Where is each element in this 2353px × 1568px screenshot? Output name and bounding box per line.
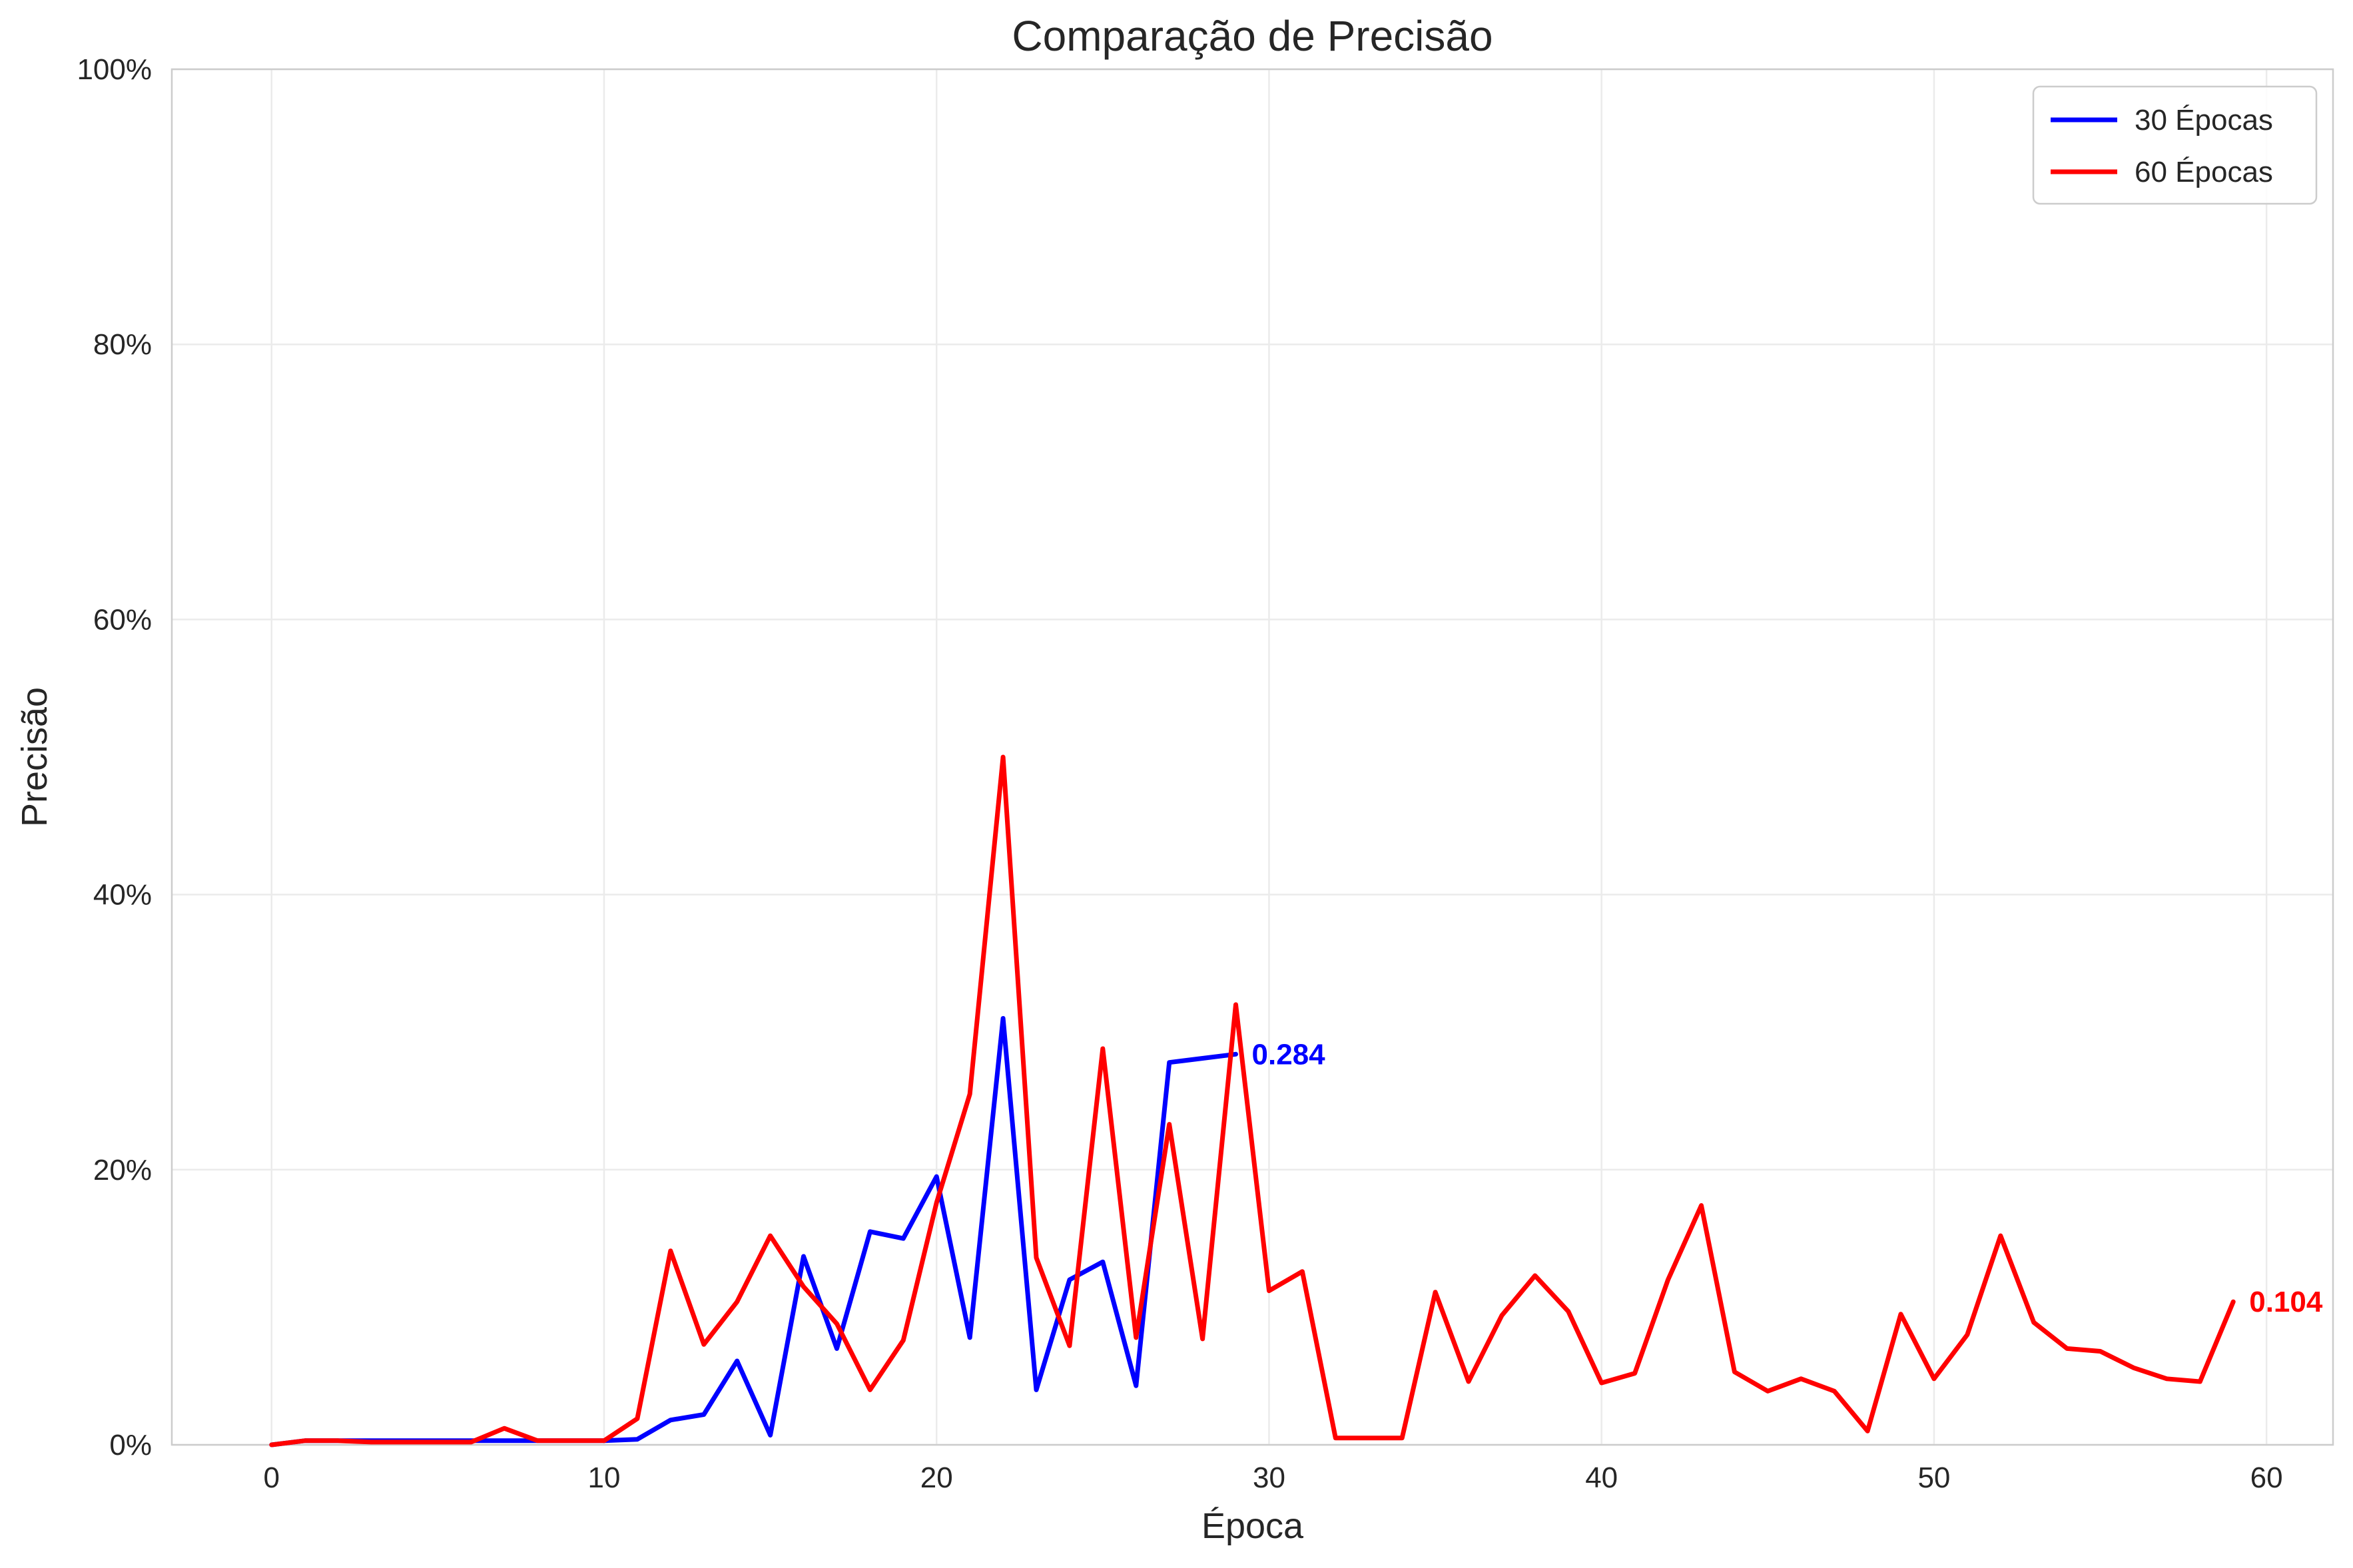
y-tick-label: 60% [93,603,152,636]
x-tick-label: 20 [920,1461,953,1494]
legend-item: 30 Épocas [2051,104,2273,136]
legend-label: 30 Épocas [2135,104,2273,136]
x-axis-title: Época [1201,1506,1304,1546]
legend: 30 Épocas 60 Épocas [2032,85,2318,205]
y-tick-label: 40% [93,879,152,912]
x-tick-label: 10 [588,1461,621,1494]
series-line [269,754,2236,1447]
tick-labels: 0 10 20 30 40 50 60 0% 20% 40% 60% 80% 100% [77,53,2282,1494]
y-tick-label: 80% [93,328,152,361]
x-tick-label: 30 [1253,1461,1285,1494]
legend-box [2032,85,2318,205]
y-axis-title: Precisão [15,687,55,827]
plot-frame [170,68,2334,1446]
y-tick-label: 0% [109,1429,152,1461]
legend-label: 60 Épocas [2135,156,2273,188]
x-tick-label: 60 [2250,1461,2283,1494]
end-value-label: 0.284 [1252,1038,1326,1071]
end-value-label: 0.104 [2249,1286,2323,1318]
y-tick-label: 20% [93,1154,152,1186]
series-2: 0.104 [269,754,2323,1447]
x-tick-label: 0 [264,1461,280,1494]
y-tick-label: 100% [77,53,152,86]
x-tick-label: 40 [1585,1461,1618,1494]
x-tick-label: 50 [1917,1461,1950,1494]
legend-item: 60 Épocas [2051,156,2273,188]
series-layer: 0.284 0.104 [269,754,2323,1447]
chart-title: Comparação de Precisão [1012,12,1493,60]
